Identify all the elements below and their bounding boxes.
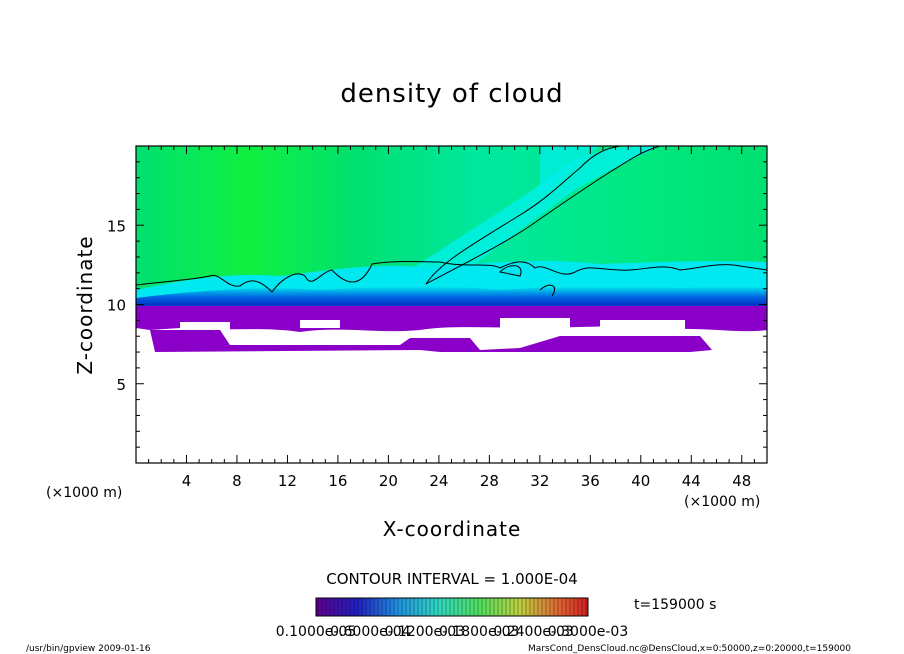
x-unit-label: (×1000 m) [684,494,760,510]
colorbar-label: 0.6000e-04 [330,624,411,640]
x-tick-label: 36 [581,472,600,490]
x-tick-label: 8 [232,472,242,490]
x-tick-label: 20 [379,472,398,490]
y-axis: 5 10 15 [107,161,767,448]
y-tick-label: 10 [107,297,126,315]
footer-right: MarsCond_DensCloud.nc@DensCloud,x=0:5000… [528,644,851,654]
x-tick-label: 32 [530,472,549,490]
x-axis: 4 8 12 16 20 24 28 32 36 40 44 48 [148,146,755,490]
x-tick-label: 44 [682,472,701,490]
footer-left: /usr/bin/gpview 2009-01-16 [26,644,151,654]
y-tick-label: 5 [116,376,126,394]
x-tick-label: 48 [732,472,751,490]
chart-title: density of cloud [340,79,563,109]
x-tick-label: 40 [631,472,650,490]
colorbar-label: 0.3000e-03 [548,624,628,640]
x-tick-label: 16 [328,472,347,490]
contour-lines [136,146,767,297]
colorbar-label: 0.1800e-03 [439,624,519,640]
colorbar-label: 0.1000e-05 [276,624,356,640]
y-unit-label: (×1000 m) [46,485,122,501]
x-tick-label: 28 [480,472,499,490]
x-tick-label: 12 [278,472,297,490]
x-tick-label: 24 [429,472,448,490]
density-field [136,146,767,463]
colorbar-label: 0.2400e-03 [493,624,573,640]
y-tick-label: 15 [107,217,126,235]
colorbar [315,597,589,617]
colorbar-labels: 0.1000e-050.6000e-040.1200e-030.1800e-03… [276,624,628,640]
contour-interval: CONTOUR INTERVAL = 1.000E-04 [326,570,577,588]
x-axis-label: X-coordinate [383,517,522,541]
x-tick-label: 4 [182,472,192,490]
time-label: t=159000 s [634,597,716,613]
y-axis-label: Z-coordinate [73,235,97,374]
colorbar-label: 0.1200e-03 [385,624,465,640]
